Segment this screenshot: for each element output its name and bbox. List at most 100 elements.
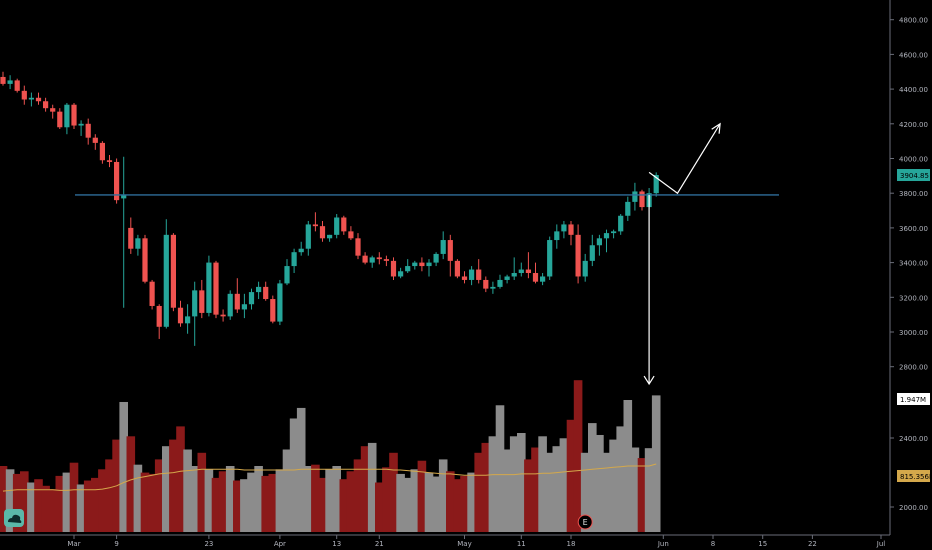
candle-body <box>92 137 98 143</box>
earnings-e-icon[interactable]: E <box>577 514 593 530</box>
candle <box>256 281 262 300</box>
volume-bar <box>233 480 242 532</box>
volume-bar <box>346 471 356 532</box>
candle <box>589 234 595 267</box>
candle <box>639 189 645 211</box>
tradingview-cloud-icon[interactable] <box>4 509 24 527</box>
volume-bar <box>133 464 143 532</box>
time-tick-label: 22 <box>808 540 817 548</box>
volume-bar <box>190 466 199 532</box>
volume-bar <box>289 418 299 532</box>
volume-bar <box>595 434 604 532</box>
candle <box>128 217 134 254</box>
volume-bar <box>495 405 505 532</box>
candle-body <box>490 286 496 289</box>
volume-bar <box>410 469 420 532</box>
candle-body <box>135 238 141 249</box>
candle-body <box>412 262 418 267</box>
volume-bar <box>609 439 618 532</box>
candle-body <box>220 314 226 317</box>
time-tick-label: 21 <box>375 540 384 548</box>
candle <box>554 224 560 249</box>
volume-bar <box>247 472 256 532</box>
volume-bar <box>304 466 313 532</box>
candle-body <box>603 233 610 239</box>
candle-body <box>121 194 127 199</box>
candle-body <box>0 76 6 84</box>
price-labels: 3904.85 1.947M 815.356K <box>897 169 932 482</box>
candle <box>440 231 446 260</box>
candle-body <box>596 238 602 246</box>
candle-body <box>28 97 34 100</box>
volume-bar <box>460 475 469 532</box>
candle-body <box>554 231 560 241</box>
candle <box>390 257 397 280</box>
price-tick-label: 4000.00 <box>899 156 928 164</box>
candle <box>518 262 524 277</box>
candle-body <box>575 234 581 277</box>
candle <box>92 134 98 150</box>
candle <box>263 281 269 301</box>
volume-bar <box>162 446 171 532</box>
volume-bar <box>424 472 434 532</box>
time-tick-label: Apr <box>274 540 286 548</box>
candle-body <box>632 191 638 202</box>
last-price-label-text: 3904.85 <box>900 172 929 180</box>
candle <box>57 108 63 130</box>
candle-body <box>284 266 290 284</box>
candle-body <box>312 224 318 227</box>
volume-bar <box>41 485 50 532</box>
volume-bar <box>481 442 491 532</box>
candle-body <box>85 123 91 138</box>
candle <box>312 212 318 232</box>
last-price-label-bg <box>897 169 930 182</box>
price-tick-label: 2400.00 <box>899 435 928 443</box>
volume-pane <box>0 380 661 532</box>
projection-down-arrowhead <box>643 375 655 386</box>
price-tick-label: 3000.00 <box>899 329 928 337</box>
candle <box>270 295 276 324</box>
volume-bar <box>417 460 427 532</box>
volume-bar <box>552 446 562 532</box>
candle-body <box>270 299 276 322</box>
time-tick-label: May <box>457 540 471 548</box>
candle-body <box>518 269 524 274</box>
candle <box>114 158 120 204</box>
candle-body <box>376 257 382 260</box>
volume-bar <box>502 449 512 532</box>
candle <box>419 257 425 272</box>
candle-body <box>199 290 205 313</box>
candle-body <box>213 262 219 315</box>
candle <box>540 273 546 286</box>
candle-body <box>50 108 56 112</box>
price-tick-label: 3200.00 <box>899 294 928 302</box>
price-tick-label: 2000.00 <box>899 504 928 512</box>
candle <box>561 220 567 239</box>
candle <box>248 288 255 310</box>
candle <box>298 241 304 256</box>
candle-body <box>234 293 240 310</box>
volume-bar <box>48 489 57 532</box>
candle-body <box>43 101 49 109</box>
price-tick-label: 3600.00 <box>899 225 928 233</box>
volume-bar <box>403 477 412 532</box>
volume-bar <box>268 473 278 532</box>
candle-body <box>319 226 326 239</box>
candle <box>582 253 588 282</box>
volume-bar <box>538 436 547 532</box>
candle-body <box>298 248 304 253</box>
candle <box>319 220 326 242</box>
volume-bar <box>140 472 150 532</box>
candle-body <box>568 224 574 235</box>
candle <box>21 85 27 105</box>
volume-bar <box>183 449 192 532</box>
volume-label-bg <box>897 393 930 405</box>
price-tick-label: 4600.00 <box>899 51 928 59</box>
candle <box>426 259 432 277</box>
projection-up-path <box>648 123 721 195</box>
candle-body <box>348 231 354 239</box>
candle <box>348 226 354 241</box>
candle-body <box>497 279 503 287</box>
